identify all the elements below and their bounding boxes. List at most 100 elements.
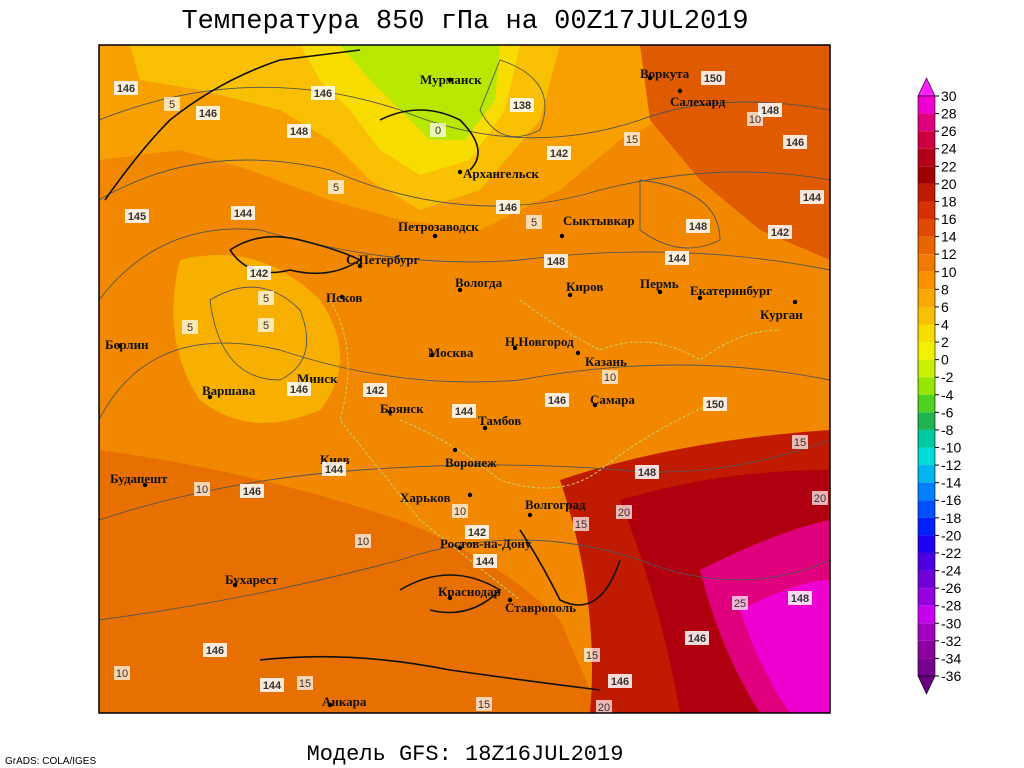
height-label-box [247, 266, 271, 280]
height-label: 142 [550, 148, 568, 160]
colorbar-tick-label: -32 [941, 633, 961, 649]
temperature-label: 15 [794, 437, 806, 449]
height-label-box [287, 124, 311, 138]
temperature-label-box [602, 370, 618, 384]
temperature-label: 15 [478, 699, 490, 711]
city-dot [429, 352, 435, 358]
height-label-box [311, 86, 335, 100]
colorbar-band [918, 271, 935, 290]
city-label: Воркута [640, 66, 690, 81]
colorbar-band [918, 412, 935, 430]
temperature-label-box [328, 180, 344, 194]
temperature-label: 5 [263, 320, 269, 332]
city-label: Самара [590, 392, 635, 407]
city-label: Брянск [380, 401, 424, 416]
city-label: Краснодар [438, 584, 501, 599]
height-label-box [685, 631, 709, 645]
temperature-label-box [596, 700, 612, 713]
height-label: 138 [513, 100, 531, 112]
colorbar-band [918, 324, 935, 343]
height-label-box [473, 554, 497, 568]
city-label: Курган [760, 307, 803, 322]
colorbar-band [918, 359, 935, 378]
city-dot [527, 512, 533, 518]
city-label: Волгоград [525, 497, 586, 512]
temperature-label: 10 [454, 506, 466, 518]
city-label: Тамбов [478, 413, 521, 428]
temperature-label: 20 [598, 702, 610, 714]
colorbar-band [918, 605, 935, 624]
temperature-label-box [194, 482, 210, 496]
height-label: 150 [704, 73, 722, 85]
border [399, 399, 721, 489]
contour [209, 286, 308, 381]
temperature-label: 5 [531, 217, 537, 229]
temperature-label-box [164, 97, 180, 111]
colorbar-tick-label: 16 [941, 211, 957, 227]
contour [99, 159, 830, 207]
height-label: 144 [455, 406, 474, 418]
contour [99, 342, 830, 421]
contour [99, 228, 830, 301]
city-label: Москва [428, 345, 474, 360]
temperature-label: 20 [618, 507, 630, 519]
colorbar-tick-label: -14 [941, 475, 961, 491]
temperature-label-box [584, 648, 600, 662]
city-label: Ростов-на-Дону [440, 536, 532, 551]
colorbar-band [918, 201, 935, 220]
height-label-box [701, 71, 725, 85]
city-label: Сыктывкар [563, 213, 635, 228]
colorbar-tick-label: -22 [941, 545, 961, 561]
temperature-label: 0 [435, 125, 441, 137]
height-label-box [800, 190, 824, 204]
border [519, 299, 781, 361]
colorbar-tick-label: -24 [941, 563, 961, 579]
temperature-label: 10 [604, 372, 616, 384]
colorbar-tick-label: -26 [941, 580, 961, 596]
coastline [399, 574, 502, 614]
height-label: 148 [791, 593, 809, 605]
temperature-label: 5 [263, 293, 269, 305]
colorbar-tick-label: 18 [941, 193, 957, 209]
height-label: 145 [128, 211, 146, 223]
height-label-box [287, 382, 311, 396]
city-dot [467, 492, 473, 498]
title: Температура 850 гПа на 00Z17JUL2019 [181, 7, 748, 37]
height-label-box [635, 465, 659, 479]
temperature-label: 15 [575, 519, 587, 531]
height-label-box [758, 103, 782, 117]
city-dot [697, 295, 703, 301]
temperature-label: 5 [169, 99, 175, 111]
city-label: Берлин [105, 337, 149, 352]
colorbar-tick-label: 28 [941, 106, 957, 122]
height-label-box [322, 462, 346, 476]
city-label: Екатеринбург [690, 283, 772, 298]
city-label: Варшава [202, 383, 256, 398]
temperature-label: 10 [357, 536, 369, 548]
border [329, 299, 521, 601]
coastlines [104, 49, 621, 691]
height-label: 144 [234, 208, 253, 220]
temperature-label-box [812, 491, 828, 505]
height-label-box [788, 591, 812, 605]
height-label: 146 [117, 83, 135, 95]
height-label-box [465, 525, 489, 539]
colorbar-band [918, 552, 935, 571]
colorbar-tick-label: -6 [941, 404, 954, 420]
height-label: 142 [250, 268, 268, 280]
contour [99, 86, 830, 139]
colorbar-band [918, 236, 935, 255]
colorbar-band [918, 183, 935, 202]
colorbar-tick-label: -30 [941, 615, 961, 631]
height-label: 148 [547, 256, 565, 268]
city-dot [387, 409, 393, 415]
city-dot [339, 294, 345, 300]
height-label-box [260, 678, 284, 692]
city-dot [457, 545, 463, 551]
colorbar-tick-label: 0 [941, 352, 949, 368]
city-label: Вологда [455, 275, 503, 290]
city-dot [792, 299, 798, 305]
height-label: 144 [476, 556, 495, 568]
footer: Модель GFS: 18Z16JUL2019 [307, 742, 624, 767]
city-label: Ставрополь [505, 600, 576, 615]
